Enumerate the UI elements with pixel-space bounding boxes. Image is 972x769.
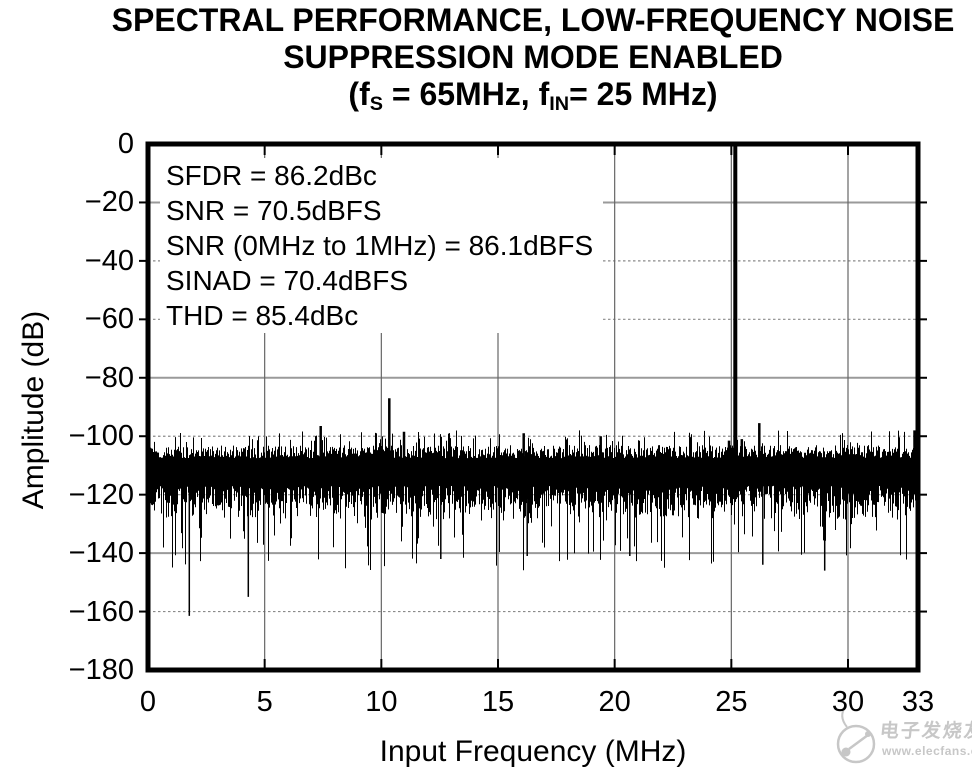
watermark-logo-icon: [841, 747, 851, 757]
title-subscript-fs: S: [369, 92, 383, 115]
watermark-logo-icon: [841, 705, 848, 728]
chart-title-line-3: (fS = 65MHz, fIN= 25 MHz): [348, 76, 717, 117]
chart-title-line-2: SUPPRESSION MODE ENABLED: [283, 39, 783, 75]
x-tick-label: 30: [831, 686, 865, 718]
watermark-brand-text: 电子发烧友: [878, 721, 972, 742]
y-tick-label: 0: [117, 128, 134, 160]
annotation-snr-band: SNR (0MHz to 1MHz) = 86.1dBFS: [166, 230, 594, 261]
y-tick-label: −120: [68, 478, 134, 511]
x-tick-label: 15: [481, 686, 515, 718]
x-axis-title: Input Frequency (MHz): [379, 735, 687, 768]
y-tick-label: −160: [68, 595, 134, 628]
watermark-logo-icon: [836, 724, 876, 764]
y-tick-label: −20: [84, 186, 134, 219]
plot-frame: [145, 141, 921, 673]
title-subscript-fin: IN: [549, 92, 570, 115]
title-part: = 65MHz, f: [382, 76, 550, 112]
x-tick-label: 20: [598, 686, 631, 718]
y-tick-label: −180: [68, 654, 134, 686]
y-tick-label: −140: [68, 537, 134, 570]
watermark-logo-icon: [848, 733, 869, 751]
annotation-sinad: SINAD = 70.4dBFS: [166, 265, 409, 296]
annotation-thd: THD = 85.4dBc: [166, 300, 359, 331]
x-tick-label: 25: [715, 686, 748, 718]
deep-null-spikes: [188, 477, 826, 616]
measurements-annotation-box: SFDR = 86.2dBc SNR = 70.5dBFS SNR (0MHz …: [160, 158, 604, 333]
x-tick-label: 0: [139, 686, 157, 718]
noise-floor-trace: [150, 430, 917, 571]
watermark-url-text: www.elecfans.com: [882, 744, 972, 758]
chart-title-line-1: SPECTRAL PERFORMANCE, LOW-FREQUENCY NOIS…: [111, 2, 955, 38]
title-part: (f: [348, 76, 370, 112]
title-part: = 25 MHz): [569, 76, 718, 112]
spur-spikes: [319, 398, 916, 472]
annotation-sfdr: SFDR = 86.2dBc: [166, 160, 377, 191]
annotation-snr: SNR = 70.5dBFS: [166, 195, 382, 226]
y-tick-label: −60: [84, 303, 134, 336]
y-tick-label: −40: [84, 244, 134, 277]
y-tick-label: −80: [84, 361, 134, 394]
x-tick-label: 5: [256, 686, 273, 718]
x-tick-label: 33: [901, 686, 935, 718]
x-tick-label: 10: [365, 686, 398, 718]
y-tick-label: −100: [68, 420, 134, 453]
watermark-logo-icon: [865, 731, 871, 737]
